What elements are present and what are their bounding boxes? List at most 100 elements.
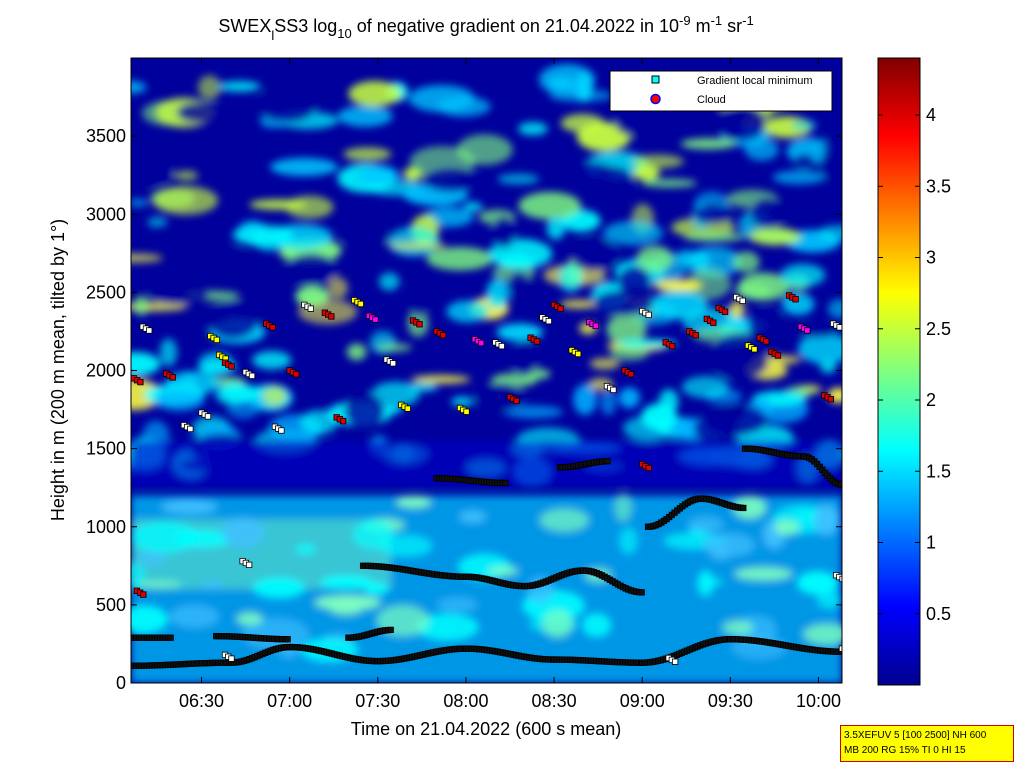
heatmap-hole xyxy=(720,119,745,142)
heatmap-patch xyxy=(658,389,679,414)
heatmap-hole xyxy=(474,382,526,413)
heatmap-patch xyxy=(560,113,605,133)
heatmap-patch xyxy=(732,495,767,520)
heatmap-patch xyxy=(363,582,389,595)
legend-marker-gradient-minimum xyxy=(651,75,660,84)
marker-point xyxy=(416,321,423,328)
heatmap-patch xyxy=(371,381,420,407)
heatmap-patch xyxy=(487,566,519,576)
y-tick-label: 500 xyxy=(96,595,126,615)
heatmap-patch xyxy=(451,396,474,407)
plot-area xyxy=(131,58,842,683)
legend-label-gradient-minimum: Gradient local minimum xyxy=(697,75,813,87)
marker-point xyxy=(645,464,652,472)
heatmap-patch xyxy=(816,589,842,610)
legend-label-cloud: Cloud xyxy=(697,94,726,106)
heatmap-patch xyxy=(236,612,264,626)
heatmap-patch xyxy=(131,253,163,263)
heatmap-hole xyxy=(409,280,430,318)
heatmap-patch xyxy=(728,301,745,318)
y-tick-label: 3000 xyxy=(86,204,126,224)
heatmap-patch xyxy=(262,386,287,407)
marker-point xyxy=(140,591,147,598)
x-axis-label: Time on 21.04.2022 (600 s mean) xyxy=(351,719,622,739)
heatmap-patch xyxy=(558,263,583,293)
marker-point xyxy=(439,332,447,339)
heatmap-hole xyxy=(220,141,258,178)
heatmap-patch xyxy=(517,122,548,136)
heatmap-patch xyxy=(709,547,731,561)
heatmap-patch xyxy=(791,119,818,131)
heatmap-hole xyxy=(749,196,786,230)
heatmap-patch xyxy=(797,333,842,365)
heatmap-hole xyxy=(592,289,654,317)
marker-band-point xyxy=(604,458,611,465)
heatmap-patch xyxy=(539,64,596,96)
heatmap-patch xyxy=(295,543,317,555)
heatmap-patch xyxy=(687,516,724,533)
heatmap-patch xyxy=(486,278,509,309)
marker-point xyxy=(545,317,552,325)
heatmap-patch xyxy=(614,493,632,522)
marker-point xyxy=(513,397,520,404)
x-tick-label: 08:30 xyxy=(532,691,577,711)
marker-point xyxy=(146,327,153,334)
marker-point xyxy=(692,332,699,339)
heatmap-patch xyxy=(131,562,146,588)
heatmap-patch xyxy=(154,388,205,412)
colorbar-tick-label: 4 xyxy=(926,105,936,125)
heatmap-hole xyxy=(595,165,635,201)
y-tick-label: 2000 xyxy=(86,361,126,381)
colorbar-tick-label: 1.5 xyxy=(926,461,951,481)
heatmap-hole xyxy=(693,203,734,225)
heatmap-patch xyxy=(681,376,730,399)
heatmap-patch xyxy=(458,510,487,523)
heatmap-patch xyxy=(221,517,266,548)
marker-point xyxy=(204,413,212,420)
heatmap-patch xyxy=(343,147,392,161)
marker-point xyxy=(827,396,834,403)
marker-point xyxy=(774,352,782,359)
colorbar-tick-label: 2 xyxy=(926,390,936,410)
heatmap-patch xyxy=(818,224,842,241)
heatmap-patch xyxy=(153,186,219,215)
x-tick-label: 06:30 xyxy=(179,691,224,711)
heatmap-patch xyxy=(780,263,826,287)
heatmap-patch xyxy=(685,268,732,300)
heatmap-patch xyxy=(415,613,479,641)
marker-band-point xyxy=(284,636,291,643)
heatmap-patch xyxy=(131,605,169,633)
heatmap-hole xyxy=(614,107,657,137)
marker-point xyxy=(592,322,599,329)
marker-point xyxy=(278,427,285,434)
heatmap-patch xyxy=(497,173,540,185)
heatmap-patch xyxy=(641,178,697,188)
heatmap-patch xyxy=(680,138,736,150)
y-tick-label: 2500 xyxy=(86,282,126,302)
heatmap-patch xyxy=(131,198,149,207)
heatmap-hole xyxy=(339,230,393,245)
marker-point xyxy=(645,311,652,319)
heatmap-patch xyxy=(737,272,790,301)
heatmap-patch xyxy=(147,216,168,228)
heatmap-patch xyxy=(774,519,800,536)
marker-point xyxy=(372,316,379,323)
heatmap-patch xyxy=(388,241,446,250)
marker-band-point xyxy=(387,626,394,634)
heatmap-patch xyxy=(436,597,478,613)
heatmap-patch xyxy=(252,350,292,370)
heatmap-hole xyxy=(748,308,785,343)
marker-point xyxy=(137,378,144,386)
marker-point xyxy=(710,319,717,326)
y-tick-label: 3500 xyxy=(86,126,126,146)
heatmap-patch xyxy=(348,80,402,107)
heatmap-patch xyxy=(375,343,412,352)
marker-point xyxy=(213,336,220,344)
heatmap-hole xyxy=(258,86,318,124)
heatmap-patch xyxy=(654,279,703,292)
heatmap-hole xyxy=(284,253,338,287)
marker-point xyxy=(463,408,470,415)
heatmap-patch xyxy=(732,251,760,273)
colorbar-ticks: 0.5 1 1.5 2 2.5 3 3.5 4 xyxy=(878,105,951,624)
